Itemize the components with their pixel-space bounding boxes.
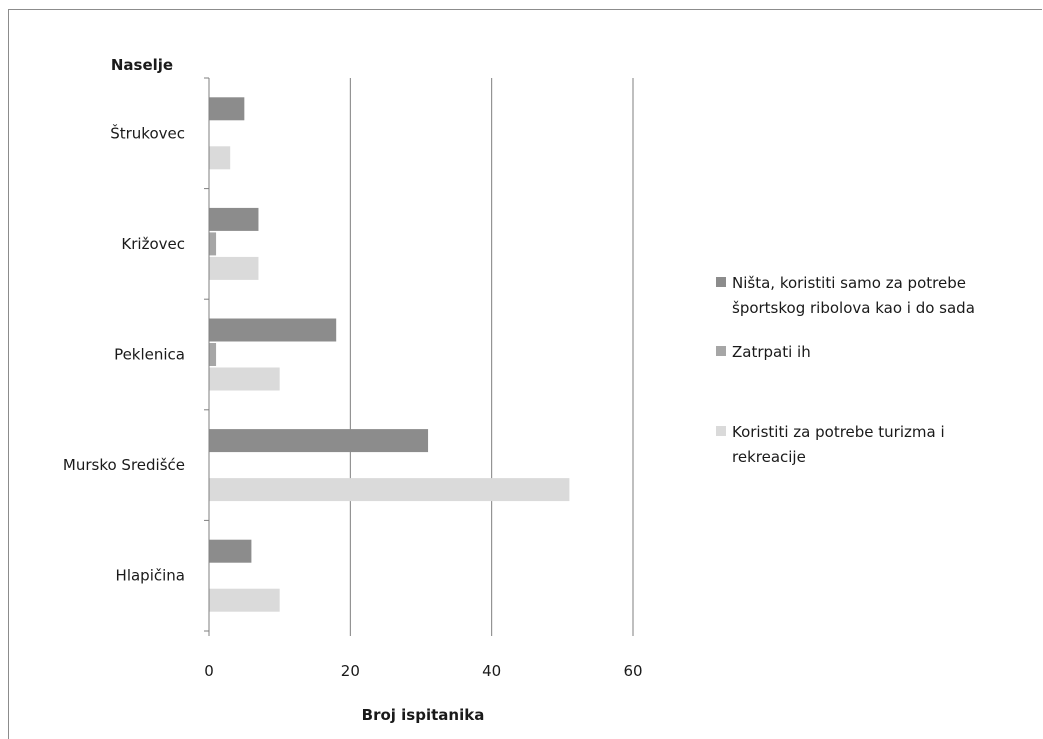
legend: Ništa, koristiti samo za potrebe športsko… xyxy=(716,274,975,466)
bars-group xyxy=(209,97,570,612)
bar xyxy=(209,588,280,612)
legend-label: rekreacije xyxy=(732,448,806,466)
x-axis-title: Broj ispitanika xyxy=(362,706,485,724)
bar xyxy=(209,232,217,256)
legend-label: Zatrpati ih xyxy=(732,343,811,361)
bar xyxy=(209,207,259,231)
x-tick-label: 20 xyxy=(341,662,360,680)
bar xyxy=(209,97,245,121)
bar xyxy=(209,343,217,366)
bar xyxy=(209,429,429,453)
legend-label: Koristiti za potrebe turizma i xyxy=(732,423,945,441)
axes-group xyxy=(204,77,634,636)
category-label: Križovec xyxy=(121,235,185,253)
bar xyxy=(209,318,337,342)
gridlines xyxy=(349,78,634,631)
bar xyxy=(209,146,231,170)
x-tick-label: 60 xyxy=(623,662,642,680)
y-axis-title: Naselje xyxy=(111,56,173,74)
legend-label: športskog ribolova kao i do sada xyxy=(732,299,975,317)
bar xyxy=(209,256,259,280)
category-label: Peklenica xyxy=(114,346,185,364)
bar xyxy=(209,539,252,563)
legend-swatch xyxy=(716,426,726,436)
legend-swatch xyxy=(716,277,726,287)
tick-labels: 0 20 40 60 Štrukovec Križovec Peklenica Mursko … xyxy=(63,123,643,680)
x-tick-label: 40 xyxy=(482,662,501,680)
legend-label: Ništa, koristiti samo za potrebe xyxy=(732,274,966,292)
legend-swatch xyxy=(716,346,726,356)
bar xyxy=(209,367,280,391)
category-label: Hlapičina xyxy=(116,567,185,585)
chart-frame xyxy=(8,9,1042,739)
category-label: Štrukovec xyxy=(110,123,185,142)
category-label: Mursko Središće xyxy=(63,456,185,474)
x-tick-label: 0 xyxy=(204,662,214,680)
bar xyxy=(209,478,570,502)
